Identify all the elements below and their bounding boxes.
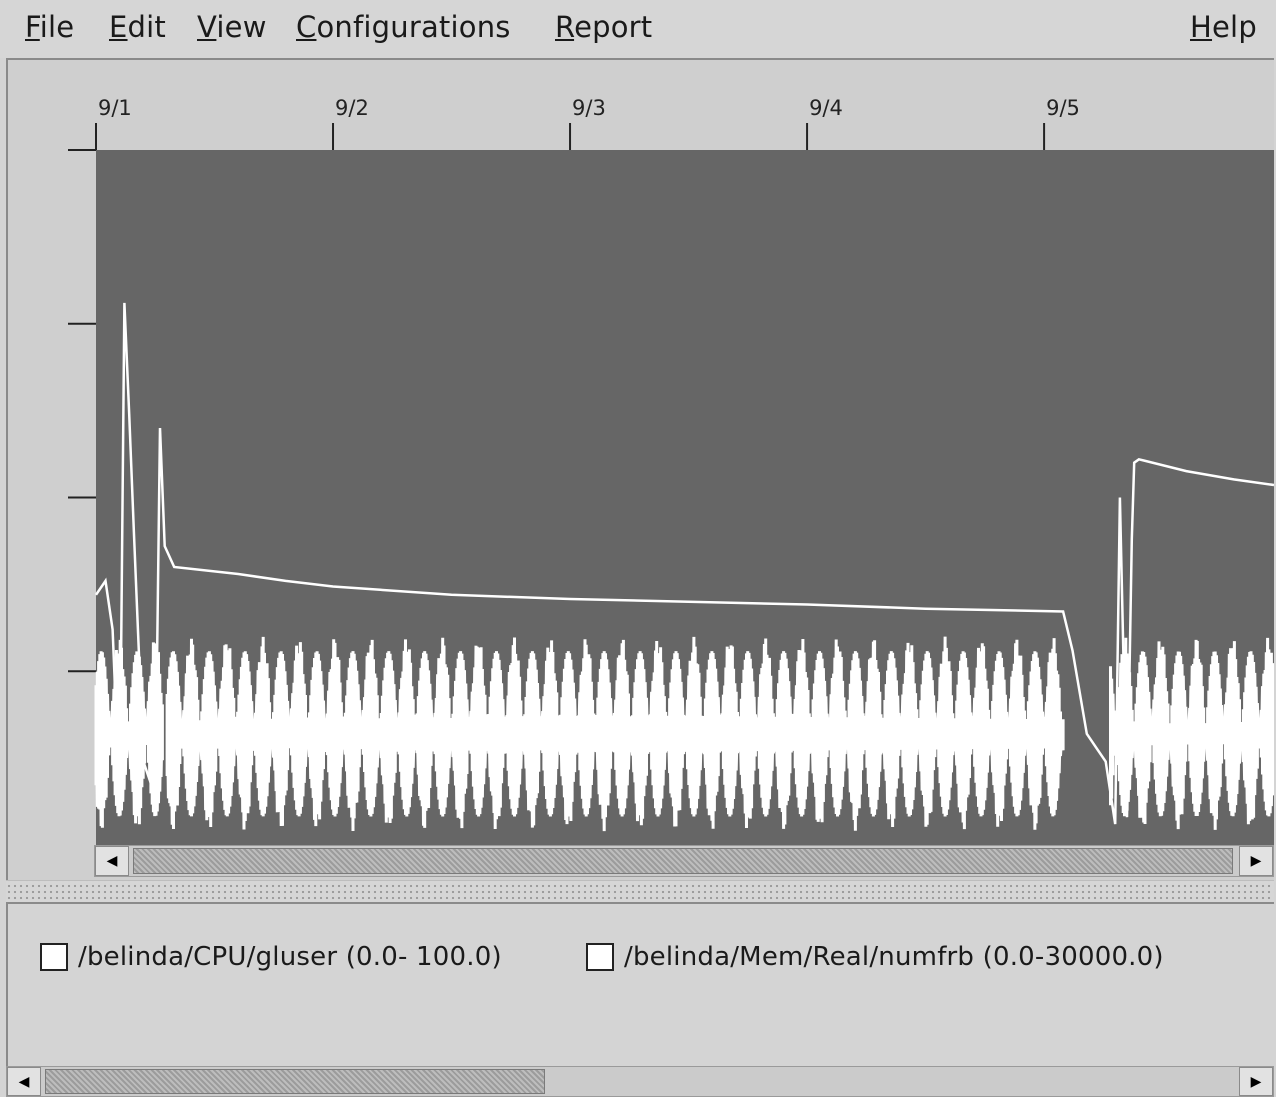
- legend-entry-cpu[interactable]: /belinda/CPU/gluser (0.0- 100.0): [40, 942, 502, 972]
- x-tick-label: 9/4: [809, 96, 843, 120]
- menu-report-label: eport: [574, 10, 653, 44]
- series-cpu-gluser-line: [1109, 637, 1274, 830]
- panel-splitter[interactable]: [6, 880, 1274, 904]
- menu-report-mnemonic: R: [555, 10, 575, 44]
- menu-bar: File Edit View Configurations Report Hel…: [0, 0, 1276, 58]
- chart-scroll-thumb[interactable]: [133, 848, 1233, 874]
- menu-file[interactable]: File: [25, 10, 74, 44]
- menu-view[interactable]: View: [197, 10, 267, 44]
- menu-help-mnemonic: H: [1190, 10, 1213, 44]
- chevron-left-icon: ◀: [18, 1073, 30, 1090]
- chart-horizontal-scrollbar[interactable]: ◀ ▶: [94, 845, 1274, 877]
- series-cpu-gluser-line: [94, 639, 164, 828]
- time-series-chart: 9/1 9/2 9/3 9/4 9/5: [68, 96, 1274, 845]
- legend-panel: /belinda/CPU/gluser (0.0- 100.0) /belind…: [6, 904, 1274, 1066]
- x-tick-label: 9/2: [335, 96, 369, 120]
- menu-configurations-mnemonic: C: [296, 10, 317, 44]
- menu-edit-label: dit: [127, 10, 166, 44]
- menu-edit-mnemonic: E: [109, 10, 128, 44]
- legend-scroll-thumb[interactable]: [45, 1069, 545, 1094]
- menu-view-label: iew: [216, 10, 267, 44]
- menu-edit[interactable]: Edit: [109, 10, 166, 44]
- menu-configurations[interactable]: Configurations: [296, 10, 511, 44]
- legend-entry-mem[interactable]: /belinda/Mem/Real/numfrb (0.0-30000.0): [586, 942, 1164, 972]
- chevron-right-icon: ▶: [1250, 853, 1262, 869]
- menu-file-mnemonic: F: [25, 10, 40, 44]
- chart-scroll-right-button[interactable]: ▶: [1239, 846, 1273, 876]
- menu-view-mnemonic: V: [197, 10, 217, 44]
- legend-label-mem: /belinda/Mem/Real/numfrb (0.0-30000.0): [624, 942, 1164, 972]
- legend-scroll-right-button[interactable]: ▶: [1239, 1067, 1273, 1096]
- x-tick-label: 9/3: [572, 96, 606, 120]
- series-cpu-gluser-line: [165, 636, 1065, 832]
- chevron-right-icon: ▶: [1250, 1073, 1262, 1090]
- menu-configurations-label: onfigurations: [316, 10, 511, 44]
- legend-checkbox-mem[interactable]: [586, 943, 614, 971]
- legend-scroll-left-button[interactable]: ◀: [7, 1067, 41, 1096]
- chart-panel: 9/1 9/2 9/3 9/4 9/5 ◀ ▶: [6, 58, 1274, 880]
- menu-file-label: ile: [39, 10, 75, 44]
- x-tick-label: 9/5: [1046, 96, 1080, 120]
- legend-label-cpu: /belinda/CPU/gluser (0.0- 100.0): [78, 942, 502, 972]
- chevron-left-icon: ◀: [106, 853, 118, 869]
- menu-help-label: elp: [1212, 10, 1257, 44]
- legend-checkbox-cpu[interactable]: [40, 943, 68, 971]
- series-mem-numfrb-line: [94, 302, 1274, 825]
- menu-help[interactable]: Help: [1190, 10, 1257, 44]
- chart-scroll-left-button[interactable]: ◀: [95, 846, 129, 876]
- menu-report[interactable]: Report: [555, 10, 652, 44]
- legend-horizontal-scrollbar[interactable]: ◀ ▶: [6, 1066, 1274, 1097]
- x-tick-label: 9/1: [98, 96, 132, 120]
